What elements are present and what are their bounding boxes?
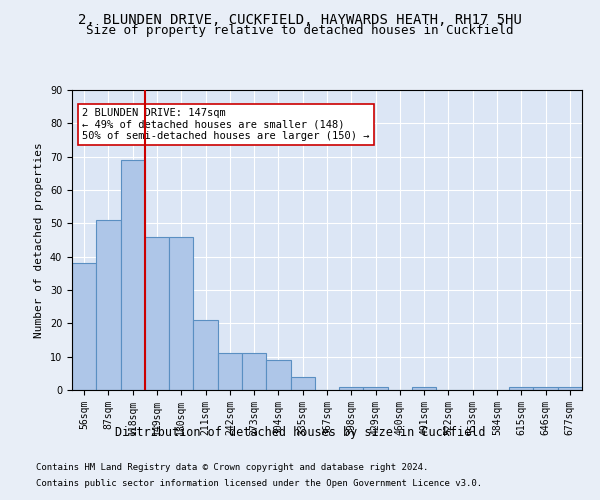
- Y-axis label: Number of detached properties: Number of detached properties: [34, 142, 44, 338]
- Bar: [509, 386, 533, 390]
- Bar: [266, 360, 290, 390]
- Text: Distribution of detached houses by size in Cuckfield: Distribution of detached houses by size …: [115, 426, 485, 439]
- Bar: [193, 320, 218, 390]
- Bar: [339, 386, 364, 390]
- Bar: [290, 376, 315, 390]
- Bar: [169, 236, 193, 390]
- Bar: [218, 354, 242, 390]
- Bar: [121, 160, 145, 390]
- Text: 2, BLUNDEN DRIVE, CUCKFIELD, HAYWARDS HEATH, RH17 5HU: 2, BLUNDEN DRIVE, CUCKFIELD, HAYWARDS HE…: [78, 12, 522, 26]
- Bar: [364, 386, 388, 390]
- Text: Size of property relative to detached houses in Cuckfield: Size of property relative to detached ho…: [86, 24, 514, 37]
- Bar: [558, 386, 582, 390]
- Bar: [72, 264, 96, 390]
- Bar: [96, 220, 121, 390]
- Text: 2 BLUNDEN DRIVE: 147sqm
← 49% of detached houses are smaller (148)
50% of semi-d: 2 BLUNDEN DRIVE: 147sqm ← 49% of detache…: [82, 108, 370, 141]
- Bar: [242, 354, 266, 390]
- Text: Contains HM Land Registry data © Crown copyright and database right 2024.: Contains HM Land Registry data © Crown c…: [36, 464, 428, 472]
- Bar: [145, 236, 169, 390]
- Text: Contains public sector information licensed under the Open Government Licence v3: Contains public sector information licen…: [36, 478, 482, 488]
- Bar: [533, 386, 558, 390]
- Bar: [412, 386, 436, 390]
